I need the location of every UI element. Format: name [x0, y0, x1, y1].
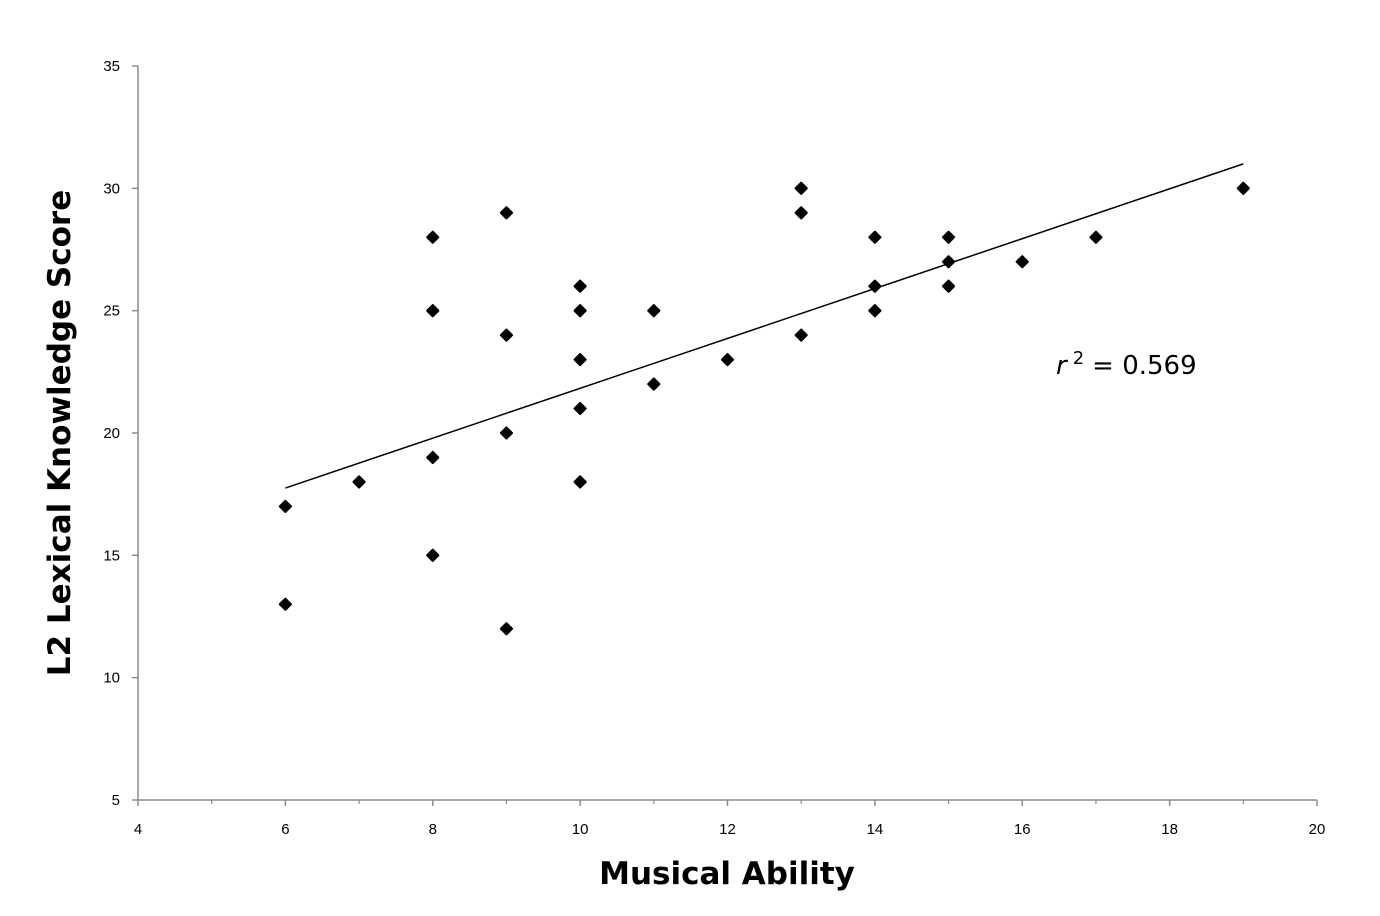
- x-tick-label: 6: [281, 821, 289, 838]
- data-point: [794, 181, 808, 195]
- data-point: [794, 206, 808, 220]
- data-point: [941, 230, 956, 244]
- data-points: [278, 181, 1250, 636]
- data-point: [868, 279, 882, 293]
- data-point: [499, 206, 514, 220]
- data-point: [1089, 230, 1103, 244]
- data-point: [573, 279, 587, 293]
- y-tick-label: 35: [103, 58, 120, 75]
- data-point: [573, 401, 587, 416]
- data-point: [426, 548, 440, 562]
- data-point: [941, 255, 956, 269]
- x-tick-label: 12: [719, 821, 736, 838]
- data-point: [499, 622, 514, 636]
- r-squared-exponent: 2: [1073, 348, 1084, 369]
- data-point: [1236, 181, 1250, 195]
- x-tick-label: 18: [1161, 821, 1178, 838]
- x-tick-label: 4: [134, 821, 142, 838]
- data-point: [573, 304, 587, 318]
- trendline: [285, 163, 1244, 489]
- data-point: [499, 426, 514, 440]
- y-tick-label: 10: [103, 670, 120, 687]
- y-tick-label: 5: [112, 792, 120, 809]
- data-point: [868, 304, 882, 318]
- data-point: [941, 279, 956, 293]
- x-tick-label: 10: [572, 821, 589, 838]
- x-tick-label: 8: [429, 821, 437, 838]
- data-point: [647, 304, 661, 318]
- data-point: [278, 499, 292, 513]
- data-point: [352, 475, 366, 489]
- data-point: [868, 230, 882, 244]
- r-squared-value: = 0.569: [1092, 351, 1196, 381]
- data-point: [573, 353, 587, 367]
- data-point: [426, 450, 440, 465]
- data-point: [278, 597, 292, 611]
- y-tick-label: 15: [103, 547, 120, 564]
- y-tick-label: 30: [103, 180, 120, 197]
- r-squared-annotation: r 2 = 0.569: [1056, 348, 1197, 381]
- data-point: [573, 475, 587, 489]
- data-point: [426, 304, 440, 318]
- x-axis-title: Musical Ability: [599, 856, 855, 892]
- data-point: [647, 377, 661, 391]
- data-point: [426, 230, 440, 244]
- data-point: [499, 328, 514, 342]
- data-point: [720, 353, 735, 367]
- x-tick-label: 20: [1309, 821, 1326, 838]
- x-tick-label: 14: [867, 821, 884, 838]
- x-tick-label: 16: [1014, 821, 1031, 838]
- y-tick-label: 20: [103, 425, 120, 442]
- y-axis-title: L2 Lexical Knowledge Score: [42, 190, 78, 676]
- data-point: [1015, 255, 1029, 269]
- r-symbol: r: [1056, 351, 1069, 381]
- y-tick-label: 25: [103, 303, 120, 320]
- data-point: [794, 328, 808, 342]
- axes: 5 10 15 20 25 30 35 4 6 8 10 12 14 16 18 20: [103, 58, 1325, 838]
- trendline-group: [285, 163, 1244, 489]
